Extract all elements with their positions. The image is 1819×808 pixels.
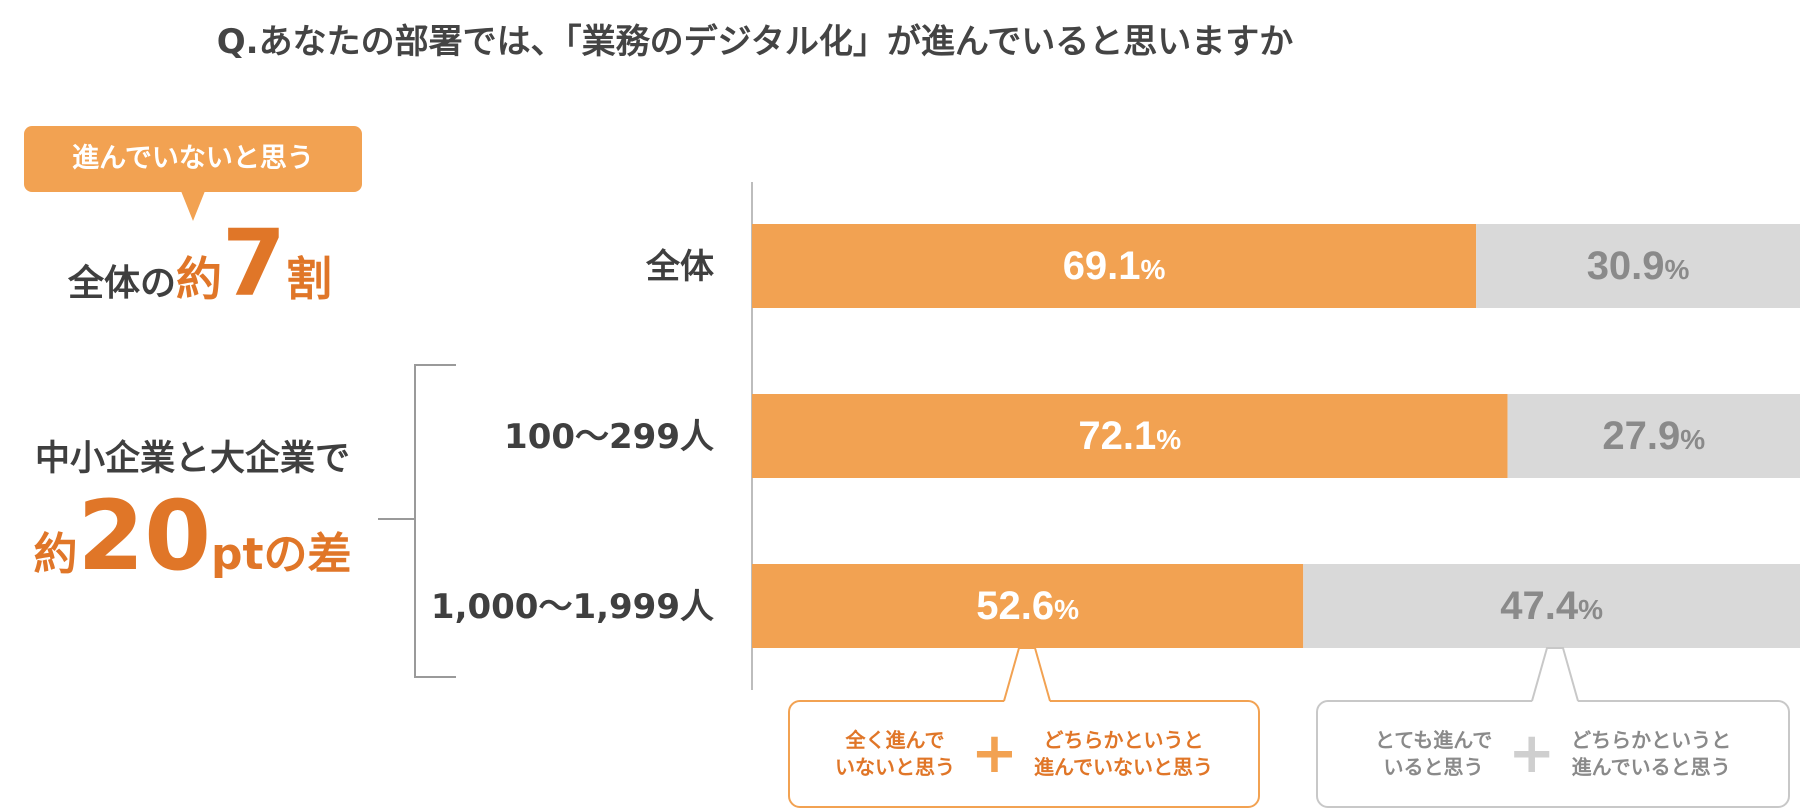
bar-value-label: 69.1% <box>1063 244 1166 288</box>
bar-segment-progressing <box>1507 394 1800 478</box>
headline-overall-number: 7 <box>222 210 287 317</box>
category-label: 100〜299人 <box>504 417 714 457</box>
legend-progressing: とても進んで いると思う + どちらかというと 進んでいると思う <box>1316 700 1790 808</box>
bar-value-label: 27.9% <box>1602 414 1705 458</box>
legend-not-progressing: 全く進んで いないと思う + どちらかというと 進んでいないと思う <box>788 700 1260 808</box>
callout-tail <box>181 191 205 221</box>
comparison-bracket-stem <box>378 518 415 520</box>
bar-segment-not-progressing <box>752 564 1304 648</box>
chart-title: Q.あなたの部署では、「業務のデジタル化」が進んでいると思いますか <box>216 22 1294 62</box>
headline-overall-unit: 割 <box>286 252 333 306</box>
bar-value-label: 72.1% <box>1078 414 1181 458</box>
bar-value-label: 52.6% <box>976 584 1079 628</box>
plus-icon: + <box>971 721 1018 786</box>
headline-gap-line1: 中小企業と大企業で <box>34 439 350 479</box>
bar-value-label: 30.9% <box>1587 244 1690 288</box>
comparison-bracket <box>414 364 456 678</box>
legend-orange-part1: 全く進んで いないと思う <box>835 728 956 779</box>
bar-segment-progressing <box>1303 564 1800 648</box>
callout-not-progressing: 進んでいないと思う <box>24 126 362 192</box>
headline-gap-number: 20 <box>77 480 212 592</box>
bar-segment-not-progressing <box>752 224 1477 308</box>
category-label: 全体 <box>645 247 714 287</box>
headline-gap-line2: 約20ptの差 <box>20 488 365 584</box>
headline-overall: 全体の約7割 <box>55 218 345 310</box>
headline-overall-prefix: 全体の <box>67 263 176 304</box>
legend-orange-part2: どちらかというと 進んでいないと思う <box>1033 728 1213 779</box>
headline-gap-approx: 約 <box>33 529 78 580</box>
headline-gap-unit: ptの差 <box>211 529 352 580</box>
bar-segment-not-progressing <box>752 394 1508 478</box>
plus-icon: + <box>1508 721 1556 786</box>
category-label: 1,000〜1,999人 <box>431 587 714 627</box>
legend-gray-part1: とても進んで いると思う <box>1374 728 1493 779</box>
legend-gray-part2: どちらかというと 進んでいると思う <box>1571 728 1732 779</box>
bar-value-label: 47.4% <box>1500 584 1603 628</box>
bar-segment-progressing <box>1476 224 1800 308</box>
headline-overall-approx: 約 <box>176 252 222 306</box>
